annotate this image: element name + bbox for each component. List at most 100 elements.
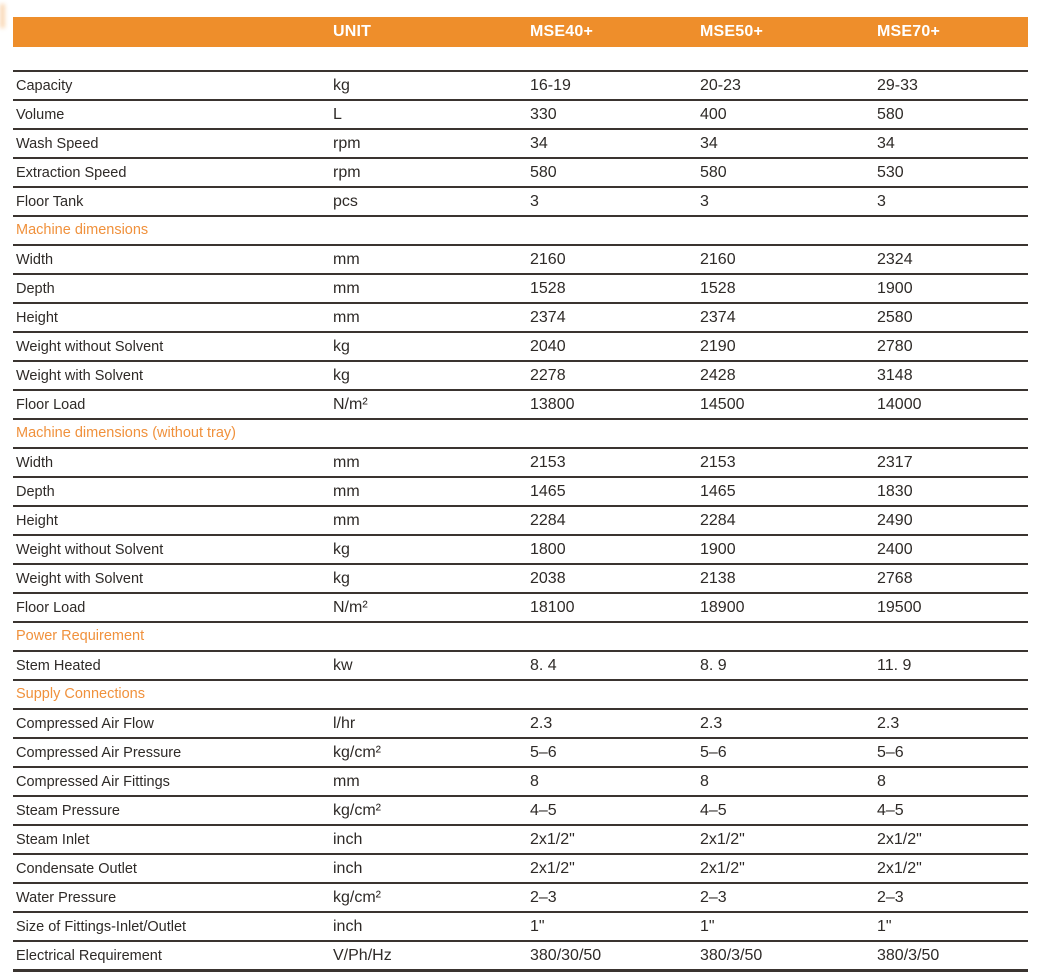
row-value-mse70: 19500 [877,598,922,616]
row-value-mse40: 330 [530,105,557,123]
row-label: Height [16,309,58,326]
row-label: Weight with Solvent [16,570,144,587]
row-value-mse70: 34 [877,134,895,152]
row-value-mse70: 29-33 [877,76,918,94]
row-value-mse70: 3 [877,192,886,210]
table-row: Depth mm 1465 1465 1830 [13,478,1028,507]
row-label: Extraction Speed [16,164,127,181]
row-unit: kg [333,76,350,94]
table-row: Floor Load N/m² 18100 18900 19500 [13,594,1028,623]
row-value-mse70: 11. 9 [877,656,912,674]
row-value-mse70: 2490 [877,511,913,529]
row-value-mse70: 2–3 [877,888,904,906]
row-value-mse50: 14500 [700,395,745,413]
row-value-mse40: 580 [530,163,557,181]
row-value-mse50: 8 [700,772,709,790]
row-unit: L [333,105,342,123]
row-unit: mm [333,453,360,471]
row-label: Size of Fittings-Inlet/Outlet [16,918,187,935]
row-value-mse40: 1" [530,917,545,935]
row-label: Volume [16,106,65,123]
row-value-mse50: 2.3 [700,714,723,732]
table-row: Floor Load N/m² 13800 14500 14000 [13,391,1028,420]
row-unit: kg/cm² [333,801,381,819]
row-value-mse50: 2153 [700,453,736,471]
row-label: Weight without Solvent [16,338,164,355]
section-header-row: Power Requirement [13,623,1028,652]
row-value-mse40: 8. 4 [530,656,557,674]
row-unit: kg [333,366,350,384]
row-value-mse70: 1830 [877,482,913,500]
row-label: Capacity [16,77,73,94]
row-value-mse70: 2x1/2" [877,859,922,877]
row-value-mse70: 8 [877,772,886,790]
row-label: Height [16,512,58,529]
row-value-mse50: 2428 [700,366,736,384]
row-label: Condensate Outlet [16,860,137,877]
row-label: Depth [16,280,55,297]
row-value-mse50: 1465 [700,482,736,500]
row-label: Weight with Solvent [16,367,144,384]
row-value-mse50: 2138 [700,569,736,587]
table-row: Steam Inlet inch 2x1/2" 2x1/2" 2x1/2" [13,826,1028,855]
section-title: Supply Connections [16,686,145,702]
row-unit: kg [333,540,350,558]
section-title: Machine dimensions [16,222,149,238]
row-label: Compressed Air Pressure [16,744,182,761]
row-value-mse40: 2278 [530,366,566,384]
row-label: Compressed Air Flow [16,715,154,732]
row-value-mse70: 380/3/50 [877,946,940,964]
row-value-mse50: 1" [700,917,715,935]
row-unit: mm [333,279,360,297]
row-value-mse50: 18900 [700,598,745,616]
table-row: Width mm 2160 2160 2324 [13,246,1028,275]
section-title: Power Requirement [16,628,145,644]
table-row: Depth mm 1528 1528 1900 [13,275,1028,304]
table-row: Weight without Solvent kg 2040 2190 2780 [13,333,1028,362]
row-label: Steam Pressure [16,802,120,819]
row-value-mse70: 2580 [877,308,913,326]
row-value-mse50: 400 [700,105,727,123]
row-value-mse50: 3 [700,192,709,210]
row-value-mse50: 20-23 [700,76,741,94]
row-value-mse50: 4–5 [700,801,727,819]
table-row: Floor Tank pcs 3 3 3 [13,188,1028,217]
row-value-mse70: 2324 [877,250,913,268]
section-header-row: Machine dimensions [13,217,1028,246]
row-unit: mm [333,250,360,268]
table-row: Compressed Air Fittings mm 8 8 8 [13,768,1028,797]
table-bottom-rule [13,971,1028,972]
row-value-mse50: 380/3/50 [700,946,763,964]
row-value-mse70: 2768 [877,569,913,587]
row-value-mse70: 2x1/2" [877,830,922,848]
table-row: Weight without Solvent kg 1800 1900 2400 [13,536,1028,565]
header-cell-mse50: MSE50+ [700,23,764,40]
row-value-mse50: 8. 9 [700,656,727,674]
row-value-mse50: 5–6 [700,743,727,761]
row-unit: N/m² [333,598,368,616]
row-value-mse40: 2040 [530,337,566,355]
row-value-mse70: 2400 [877,540,913,558]
row-value-mse40: 34 [530,134,548,152]
row-unit: mm [333,772,360,790]
row-value-mse70: 2780 [877,337,913,355]
row-label: Width [16,454,54,471]
row-value-mse40: 5–6 [530,743,557,761]
row-value-mse50: 2284 [700,511,736,529]
row-value-mse40: 380/30/50 [530,946,602,964]
spec-table: Capacity kg 16-19 20-23 29-33 Volume L 330 400 58… [13,70,1028,971]
table-row: Weight with Solvent kg 2278 2428 3148 [13,362,1028,391]
row-value-mse40: 1528 [530,279,566,297]
row-value-mse40: 8 [530,772,539,790]
row-unit: mm [333,308,360,326]
row-value-mse70: 3148 [877,366,913,384]
table-header-bar: UNIT MSE40+ MSE50+ MSE70+ [13,17,1028,47]
row-value-mse40: 1800 [530,540,566,558]
row-label: Depth [16,483,55,500]
row-label: Electrical Requirement [16,947,162,964]
row-unit: rpm [333,163,361,181]
row-unit: V/Ph/Hz [333,946,392,964]
table-row: Stem Heated kw 8. 4 8. 9 11. 9 [13,652,1028,681]
row-value-mse70: 530 [877,163,904,181]
table-row: Compressed Air Pressure kg/cm² 5–6 5–6 5–6 [13,739,1028,768]
